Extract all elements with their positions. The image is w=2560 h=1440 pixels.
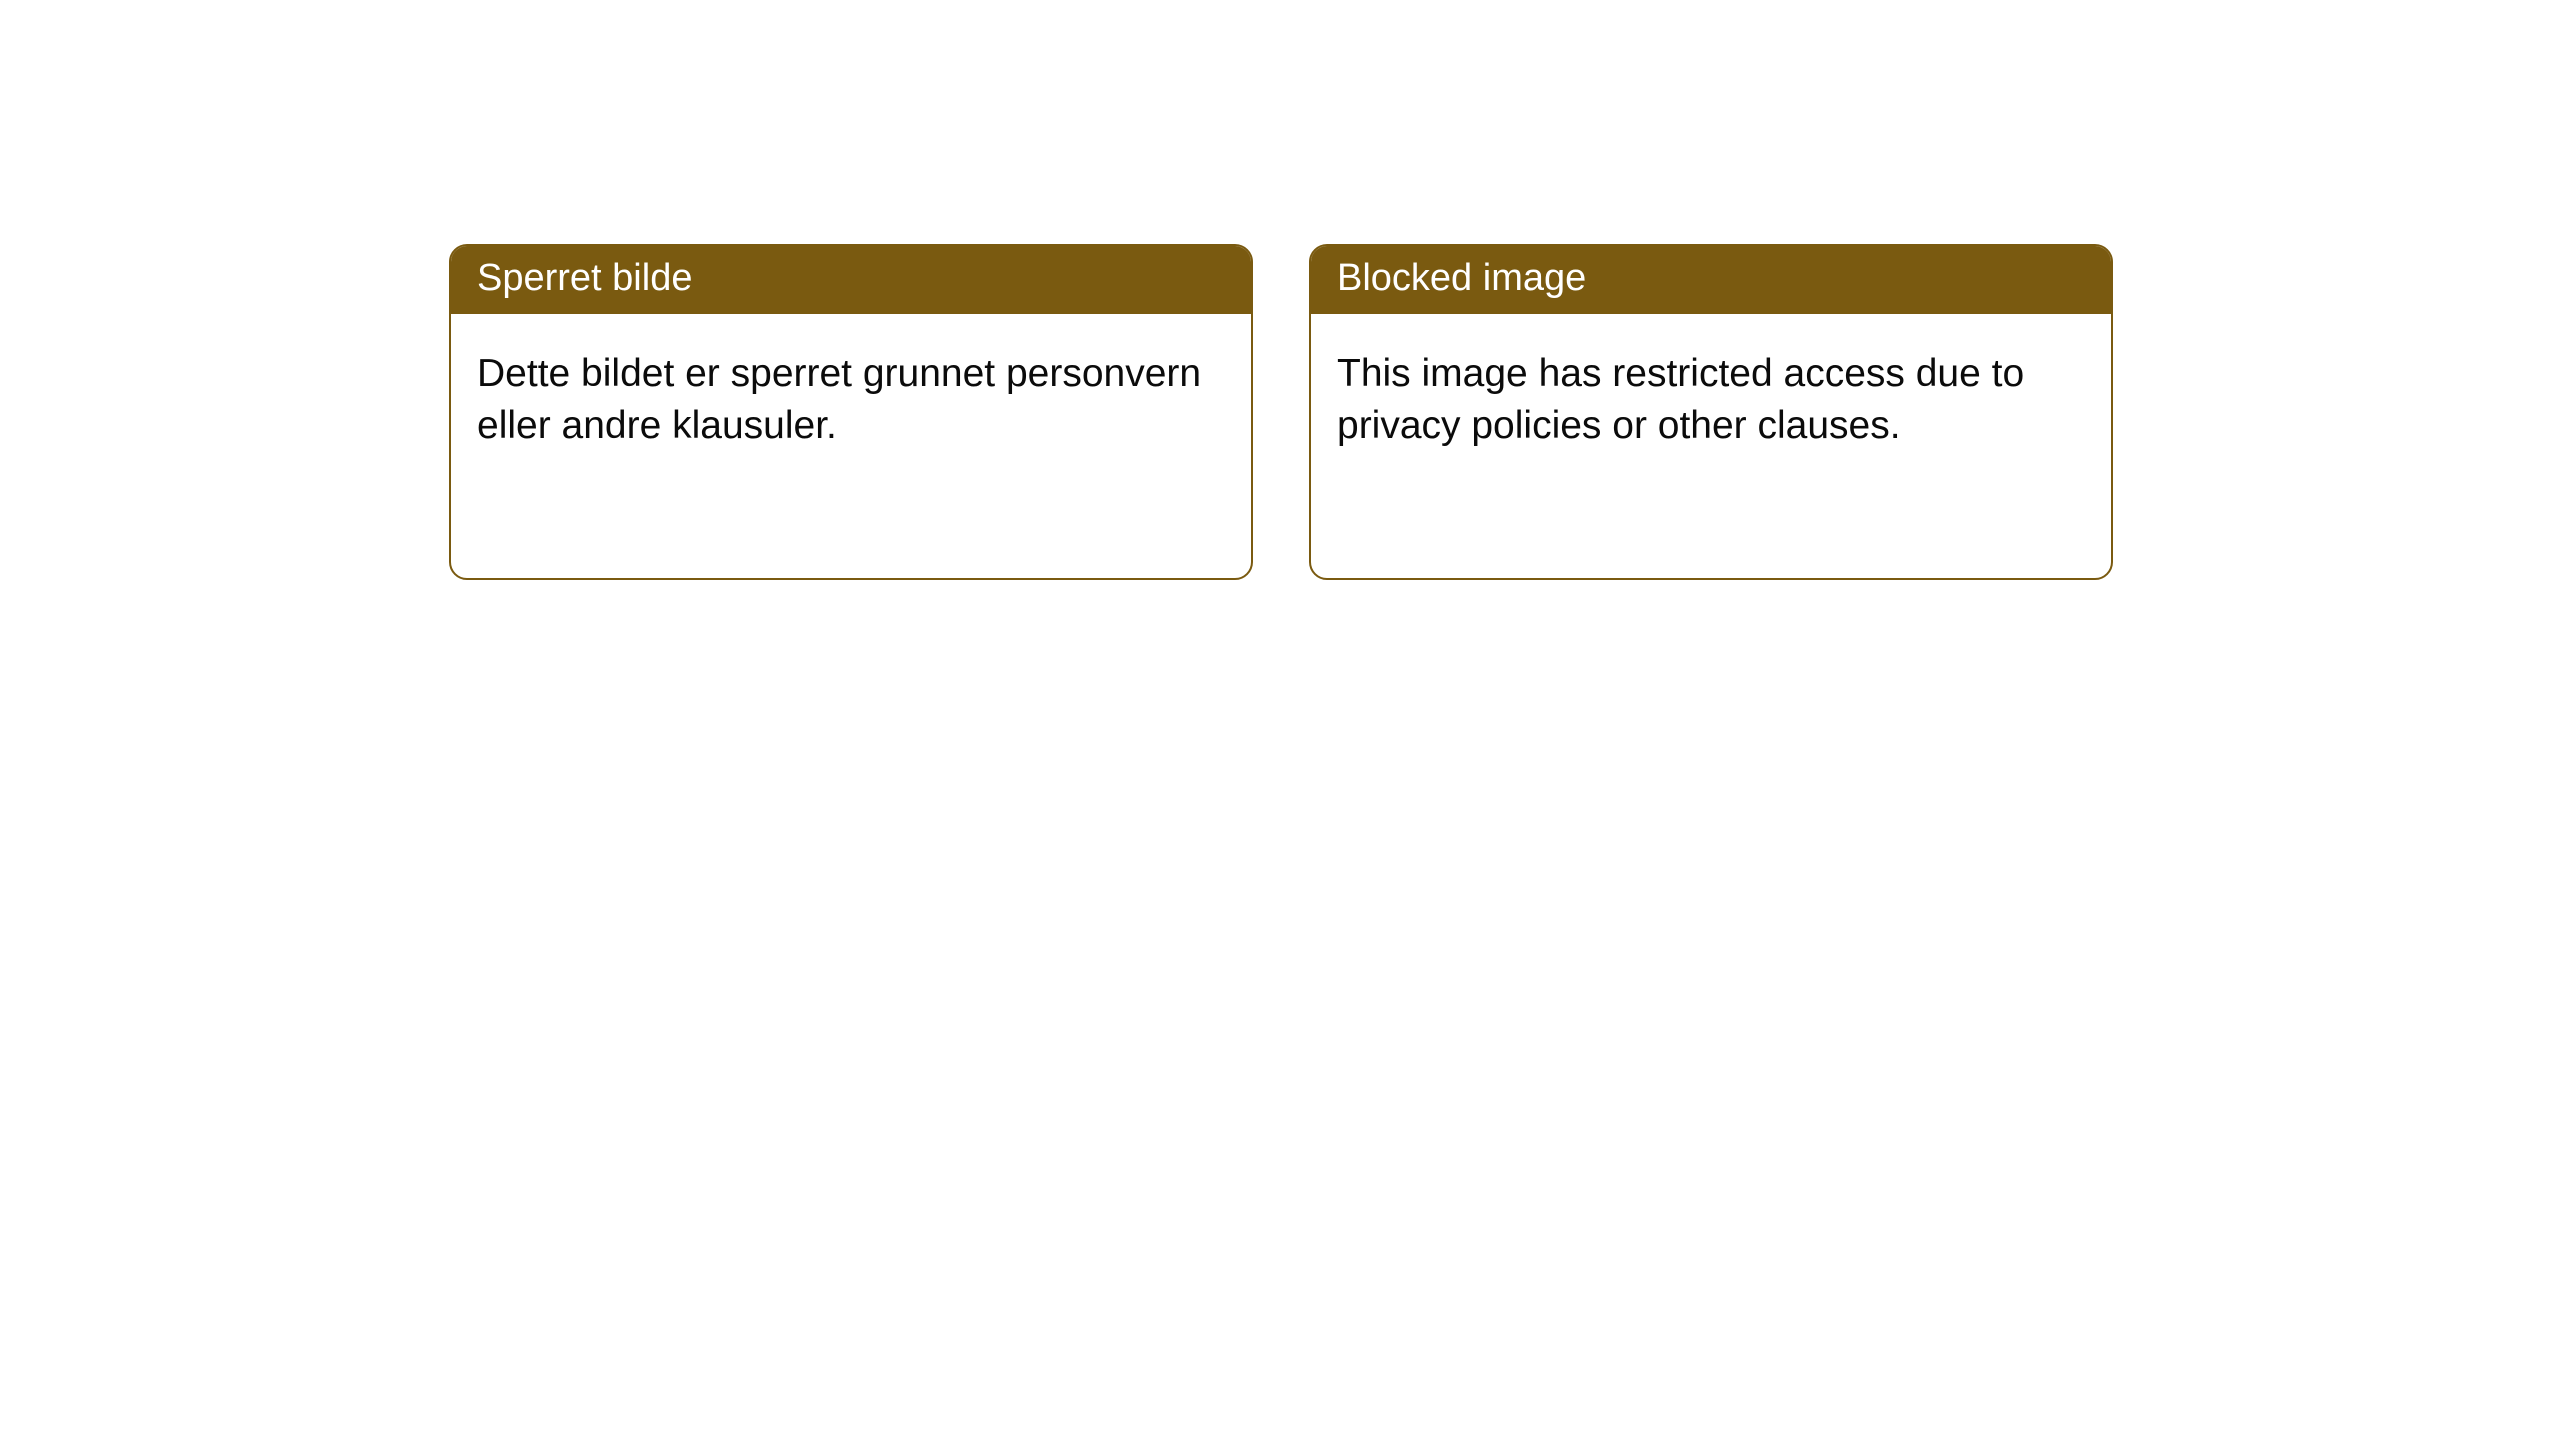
card-body-en: This image has restricted access due to … (1311, 314, 2111, 473)
card-blocked-no: Sperret bilde Dette bildet er sperret gr… (449, 244, 1253, 580)
card-header-no: Sperret bilde (451, 246, 1251, 314)
card-blocked-en: Blocked image This image has restricted … (1309, 244, 2113, 580)
card-body-no: Dette bildet er sperret grunnet personve… (451, 314, 1251, 473)
card-header-en: Blocked image (1311, 246, 2111, 314)
notice-cards: Sperret bilde Dette bildet er sperret gr… (449, 244, 2560, 580)
